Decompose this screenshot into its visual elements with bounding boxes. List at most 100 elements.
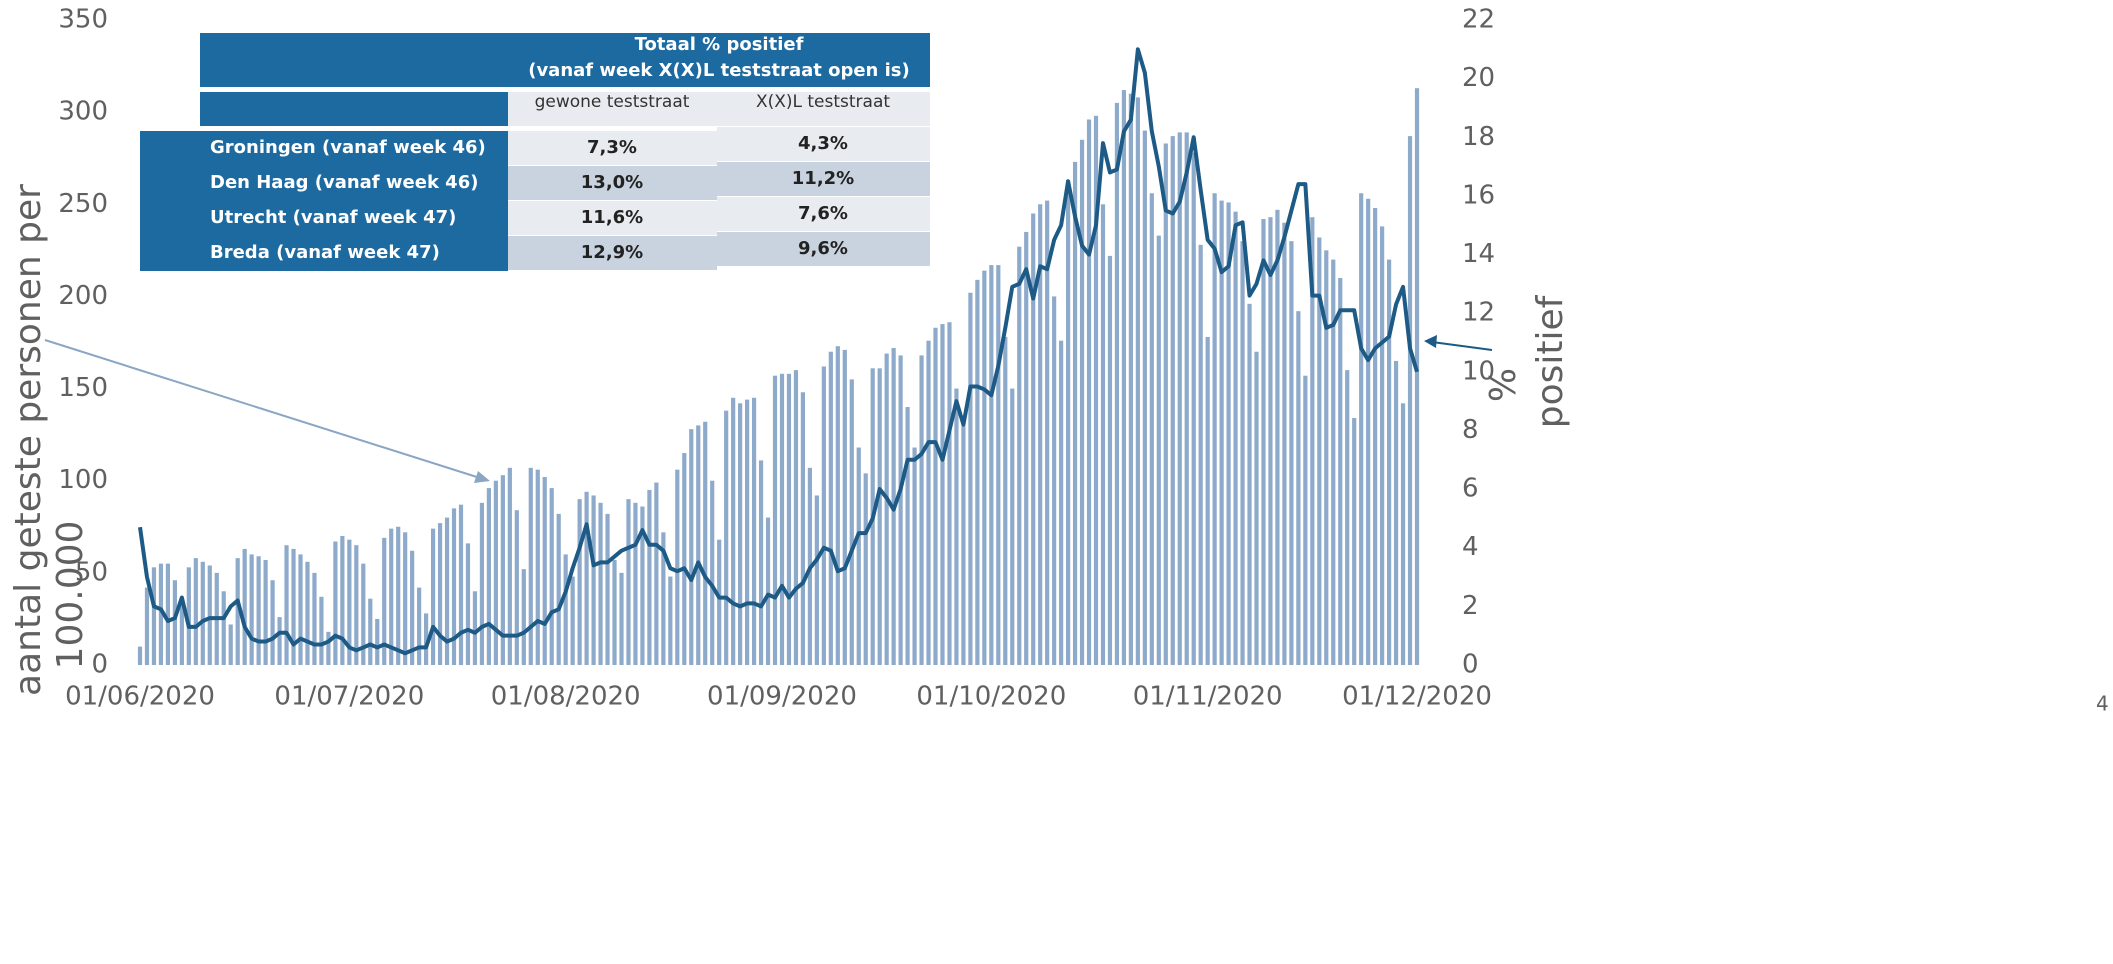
bar (556, 513, 561, 665)
bar (626, 499, 631, 665)
table-header-block (200, 33, 508, 87)
table-header-block (200, 92, 508, 126)
bar (458, 504, 464, 665)
bar (1038, 204, 1043, 666)
bar (528, 467, 533, 665)
bar (242, 548, 247, 665)
table-title: Totaal % positief (635, 34, 804, 55)
bar (305, 561, 310, 665)
bar (1024, 231, 1029, 665)
bar (347, 539, 352, 665)
y-tick-label: 100 (58, 465, 108, 495)
y2-tick-label: 6 (1462, 474, 1479, 504)
bar (772, 375, 778, 665)
bar (333, 541, 338, 665)
cell-value: 13,0% (581, 172, 643, 193)
bar (1128, 93, 1133, 665)
bar (207, 565, 212, 665)
x-tick-label: 01/12/2020 (1342, 682, 1492, 712)
bar (598, 502, 603, 665)
bar (277, 617, 282, 665)
y-axis-label: 100.000 (50, 521, 91, 670)
bar (1149, 193, 1154, 665)
y-tick-label: 50 (75, 557, 108, 587)
table-cell (717, 232, 930, 266)
bar (1359, 193, 1364, 665)
bar (947, 322, 952, 665)
bar (703, 421, 708, 665)
bar (1205, 336, 1210, 665)
bar (1170, 136, 1175, 666)
cell-value: 11,6% (581, 207, 643, 228)
line (138, 47, 1419, 656)
bar (661, 532, 666, 665)
bar (437, 523, 443, 665)
table-cell (508, 201, 717, 235)
bar (940, 324, 945, 665)
bar (228, 624, 233, 665)
bar (1407, 136, 1413, 666)
bar (1373, 207, 1378, 665)
bar (919, 355, 924, 665)
bar (1163, 143, 1168, 665)
bar (172, 580, 177, 665)
row-label: Den Haag (vanaf week 46) (210, 172, 478, 193)
bar (151, 567, 157, 665)
bar (1233, 211, 1238, 665)
bar (186, 567, 191, 665)
bar (814, 495, 819, 665)
y2-tick-label: 4 (1462, 532, 1479, 562)
table-cell (508, 92, 717, 126)
y2-axis-label: positief (1530, 294, 1571, 428)
y-tick-label: 350 (58, 5, 108, 35)
bar (710, 480, 715, 665)
bar (731, 397, 736, 665)
bar (591, 495, 596, 665)
bar (144, 587, 150, 665)
bar (1282, 222, 1287, 665)
bar (1331, 259, 1336, 665)
pointer-arrow (44, 339, 481, 479)
bar (1156, 235, 1161, 665)
table-cell (717, 197, 930, 231)
bar (647, 489, 652, 665)
bar (1003, 336, 1008, 665)
bar (982, 270, 987, 665)
bar (640, 506, 645, 665)
bar (1310, 217, 1315, 665)
bar (717, 539, 722, 665)
bar (298, 554, 303, 665)
bar (1338, 278, 1343, 665)
row-label: Utrecht (vanaf week 47) (210, 207, 456, 228)
bar (1184, 132, 1189, 665)
y2-tick-label: 16 (1462, 180, 1495, 210)
bar (612, 559, 617, 665)
bar (1268, 217, 1273, 665)
bar (165, 563, 171, 665)
cell-value: 11,2% (792, 168, 854, 189)
bar (1031, 213, 1036, 665)
bar (744, 399, 750, 665)
bar (1212, 193, 1217, 665)
bar (758, 460, 764, 665)
bar (521, 569, 526, 665)
bar (514, 510, 519, 665)
bar (1065, 180, 1071, 666)
bar (291, 548, 296, 665)
bar (472, 591, 478, 665)
y2-tick-label: 8 (1462, 415, 1479, 445)
bar (570, 576, 575, 665)
bar (354, 545, 359, 665)
cell-value: 7,6% (798, 203, 848, 224)
y2-tick-label: 18 (1462, 122, 1495, 152)
table-cell (717, 162, 930, 196)
bar (430, 528, 436, 665)
cell-value: 7,3% (587, 137, 637, 158)
bar (800, 392, 806, 665)
bar (849, 379, 854, 665)
x-tick-label: 01/07/2020 (274, 682, 424, 712)
bar (375, 618, 380, 665)
x-tick-label: 01/06/2020 (65, 682, 215, 712)
bar (312, 572, 317, 665)
bar (200, 561, 205, 665)
